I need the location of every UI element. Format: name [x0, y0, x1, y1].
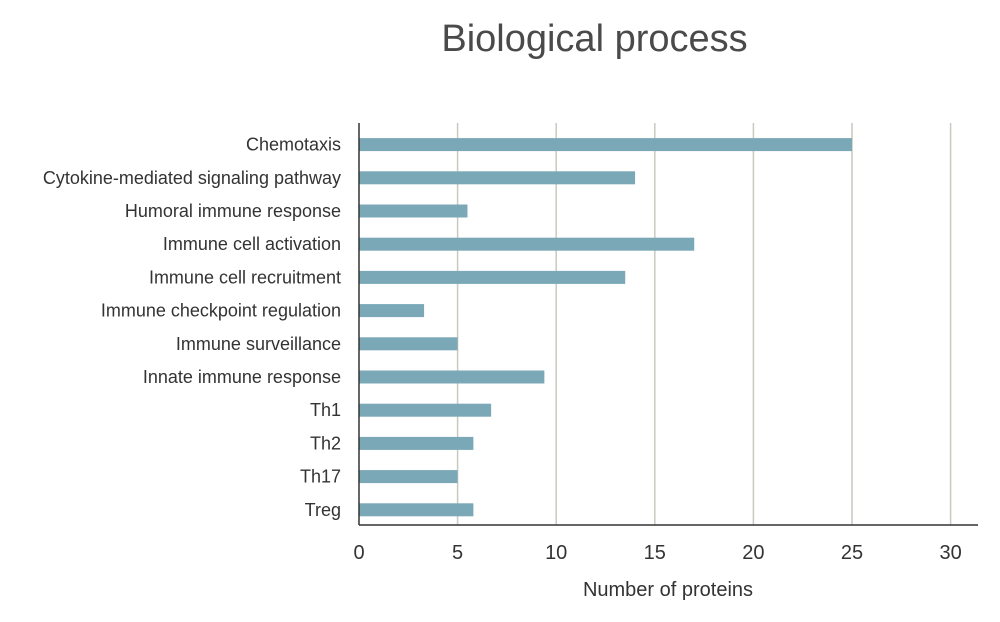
bar-9: [359, 436, 474, 450]
bar-10: [359, 470, 458, 484]
axes: [358, 123, 978, 526]
x-tick-labels: 0 5 10 15 20 25 30: [353, 542, 961, 564]
category-label-6: Immune surveillance: [176, 334, 341, 354]
bar-8: [359, 403, 492, 417]
bar-3: [359, 237, 695, 251]
chart-title: Biological process: [441, 18, 748, 60]
category-labels: Chemotaxis Cytokine-mediated signaling pa…: [43, 135, 341, 520]
bar-7: [359, 370, 545, 384]
x-tick-label-15: 15: [644, 542, 666, 564]
bar-1: [359, 171, 636, 185]
bar-2: [359, 204, 468, 218]
bars: [359, 138, 852, 517]
x-tick-label-10: 10: [545, 542, 567, 564]
category-label-9: Th2: [310, 433, 341, 453]
category-label-1: Cytokine-mediated signaling pathway: [43, 168, 341, 188]
x-axis-title: Number of proteins: [583, 579, 753, 601]
bar-0: [359, 138, 852, 152]
x-tick-label-0: 0: [353, 542, 364, 564]
category-label-3: Immune cell activation: [163, 234, 341, 254]
category-label-2: Humoral immune response: [125, 201, 341, 221]
bar-11: [359, 503, 474, 517]
category-label-4: Immune cell recruitment: [149, 267, 341, 287]
bar-4: [359, 270, 626, 284]
category-label-11: Treg: [305, 500, 341, 520]
category-label-5: Immune checkpoint regulation: [101, 301, 341, 321]
bar-6: [359, 337, 458, 351]
x-tick-label-25: 25: [841, 542, 863, 564]
x-tick-label-5: 5: [452, 542, 463, 564]
x-tick-label-20: 20: [742, 542, 764, 564]
category-label-8: Th1: [310, 400, 341, 420]
bar-5: [359, 304, 425, 318]
category-label-10: Th17: [300, 467, 341, 487]
category-label-0: Chemotaxis: [246, 135, 341, 155]
x-tick-label-30: 30: [939, 542, 961, 564]
category-label-7: Innate immune response: [143, 367, 341, 387]
gridlines: [456, 123, 952, 525]
